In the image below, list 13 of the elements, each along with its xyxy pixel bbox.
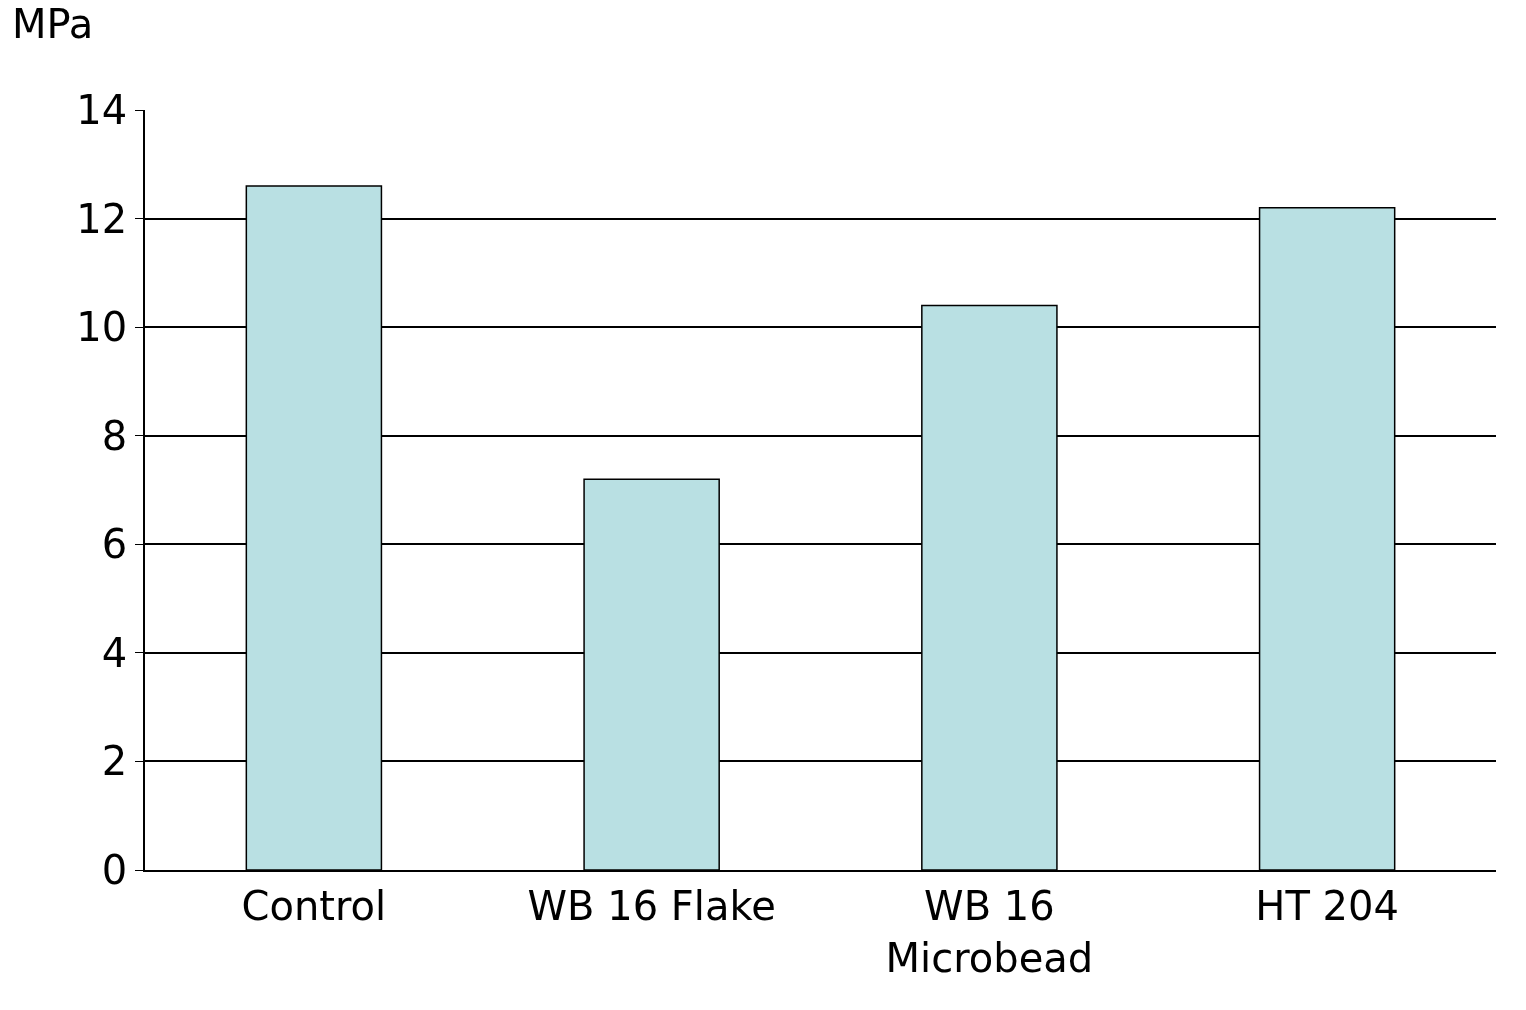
- x-tick-label: WB 16 Flake: [527, 882, 776, 929]
- y-axis-title: MPa: [12, 1, 94, 47]
- y-tick-label: 0: [101, 847, 128, 893]
- x-tick-label: HT 204: [1255, 882, 1399, 929]
- y-tick-label: 2: [101, 738, 128, 785]
- x-tick-label: WB 16 Microbead: [885, 882, 1094, 981]
- x-tick-label: Control: [241, 882, 387, 929]
- y-tick-label: 10: [76, 304, 128, 351]
- y-tick-label: 8: [101, 412, 128, 459]
- y-tick-label: 4: [101, 629, 128, 676]
- y-tick-label: 14: [76, 87, 128, 133]
- y-tick-label: 6: [101, 521, 128, 568]
- y-tick-label: 12: [76, 195, 128, 242]
